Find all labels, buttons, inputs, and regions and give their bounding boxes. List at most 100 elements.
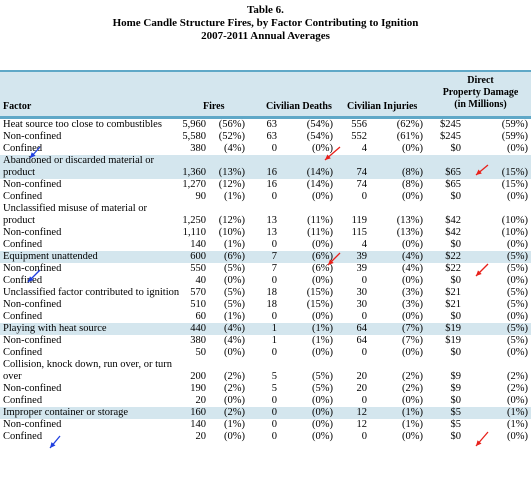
cell-dmg: $22 <box>445 263 461 274</box>
cell-dmg-pct: (5%) <box>507 251 528 262</box>
table-row: Non-confined 140 (1%) 0 (0%) 12 (1%) $5 (1%) <box>0 419 531 431</box>
cell-inj: 20 <box>356 371 368 382</box>
cell-inj: 0 <box>361 431 367 442</box>
cell-deaths-pct: (1%) <box>312 335 333 346</box>
cell-inj-pct: (4%) <box>402 251 423 262</box>
cell-dmg-pct: (10%) <box>501 215 528 226</box>
cell-dmg-pct: (5%) <box>507 323 528 334</box>
table-row: Playing with heat source 440 (4%) 1 (1%) 64 (7… <box>0 323 531 335</box>
factor-label: Non-confined <box>3 335 62 346</box>
cell-inj-pct: (2%) <box>402 383 423 394</box>
table-row: Non-confined 510 (5%) 18 (15%) 30 (3%) $21 (5%) <box>0 299 531 311</box>
cell-inj-pct: (0%) <box>402 395 423 406</box>
cell-fires-pct: (12%) <box>218 215 245 226</box>
cell-dmg-pct: (0%) <box>507 275 528 286</box>
cell-deaths-pct: (0%) <box>312 239 333 250</box>
cell-fires: 440 <box>190 323 206 334</box>
factor-label: Confined <box>3 431 43 442</box>
cell-inj: 74 <box>356 167 368 178</box>
cell-inj-pct: (3%) <box>402 299 423 310</box>
cell-fires: 570 <box>190 287 206 298</box>
cell-deaths: 1 <box>271 335 277 346</box>
cell-fires: 90 <box>195 191 207 202</box>
factor-label: Confined <box>3 275 43 286</box>
cell-dmg-pct: (5%) <box>507 335 528 346</box>
cell-dmg: $5 <box>450 419 462 430</box>
cell-inj: 74 <box>356 179 368 190</box>
cell-fires-pct: (4%) <box>224 335 245 346</box>
cell-deaths: 13 <box>266 215 278 226</box>
table-row: Abandoned or discarded material or produ… <box>0 155 531 179</box>
cell-dmg: $21 <box>445 287 461 298</box>
cell-dmg: $245 <box>440 119 461 130</box>
cell-fires-pct: (0%) <box>224 431 245 442</box>
cell-fires-pct: (5%) <box>224 299 245 310</box>
cell-inj-pct: (3%) <box>402 287 423 298</box>
table-number: Table 6. <box>247 4 284 16</box>
cell-dmg: $9 <box>450 383 462 394</box>
factor-label: Playing with heat source <box>3 323 107 334</box>
cell-inj: 4 <box>361 239 367 250</box>
cell-inj-pct: (13%) <box>396 215 423 226</box>
cell-inj-pct: (2%) <box>402 371 423 382</box>
cell-fires-pct: (5%) <box>224 287 245 298</box>
cell-deaths-pct: (0%) <box>312 143 333 154</box>
table-row: Unclassified factor contributed to ignit… <box>0 287 531 299</box>
cell-fires-pct: (2%) <box>224 383 245 394</box>
cell-fires-pct: (0%) <box>224 347 245 358</box>
cell-deaths: 0 <box>271 419 277 430</box>
cell-fires-pct: (2%) <box>224 371 245 382</box>
cell-dmg: $0 <box>450 347 462 358</box>
cell-fires-pct: (4%) <box>224 323 245 334</box>
cell-fires: 20 <box>195 431 207 442</box>
table-body: Heat source too close to combustibles 5,9… <box>0 118 531 443</box>
cell-deaths-pct: (0%) <box>312 191 333 202</box>
cell-deaths-pct: (0%) <box>312 275 333 286</box>
cell-inj: 0 <box>361 311 367 322</box>
cell-fires-pct: (52%) <box>218 131 245 142</box>
factor-label: Unclassified factor contributed to ignit… <box>3 287 180 298</box>
cell-inj: 119 <box>351 215 367 226</box>
factor-label: Confined <box>3 143 43 154</box>
cell-fires: 550 <box>190 263 206 274</box>
cell-deaths: 0 <box>271 239 277 250</box>
cell-inj: 20 <box>356 383 368 394</box>
cell-inj: 12 <box>356 407 368 418</box>
cell-deaths-pct: (0%) <box>312 419 333 430</box>
table-title: Home Candle Structure Fires, by Factor C… <box>112 17 419 29</box>
cell-deaths: 13 <box>266 227 278 238</box>
table-row: Confined 20 (0%) 0 (0%) 0 (0%) $0 (0%) <box>0 395 531 407</box>
factor-label: Abandoned or discarded material or produ… <box>3 155 155 178</box>
header-damage-line1: Direct <box>467 75 494 86</box>
cell-deaths-pct: (0%) <box>312 347 333 358</box>
table-row: Collision, knock down, run over, or turn… <box>0 359 531 383</box>
cell-deaths-pct: (0%) <box>312 431 333 442</box>
cell-dmg-pct: (0%) <box>507 143 528 154</box>
header-property-damage: Direct Property Damage (in Millions) <box>430 75 531 111</box>
cell-dmg-pct: (10%) <box>501 227 528 238</box>
cell-dmg: $19 <box>445 335 461 346</box>
cell-deaths: 1 <box>271 323 277 334</box>
cell-fires-pct: (1%) <box>224 311 245 322</box>
cell-fires: 50 <box>195 347 207 358</box>
cell-dmg-pct: (15%) <box>501 179 528 190</box>
table-row: Non-confined 1,270 (12%) 16 (14%) 74 (8%) $65 (1… <box>0 179 531 191</box>
cell-dmg: $0 <box>450 395 462 406</box>
cell-dmg-pct: (59%) <box>501 131 528 142</box>
cell-dmg: $0 <box>450 431 462 442</box>
cell-inj: 0 <box>361 347 367 358</box>
cell-fires-pct: (10%) <box>218 227 245 238</box>
cell-dmg: $9 <box>450 371 462 382</box>
factor-label: Unclassified misuse of material or produ… <box>3 203 148 226</box>
data-table: Factor Fires Civilian Deaths Civilian In… <box>0 70 531 443</box>
cell-inj: 556 <box>351 119 367 130</box>
cell-dmg-pct: (0%) <box>507 395 528 406</box>
cell-inj-pct: (8%) <box>402 167 423 178</box>
cell-inj: 4 <box>361 143 367 154</box>
cell-fires: 190 <box>190 383 206 394</box>
cell-inj-pct: (7%) <box>402 335 423 346</box>
factor-label: Heat source too close to combustibles <box>3 119 162 130</box>
cell-inj-pct: (0%) <box>402 191 423 202</box>
factor-label: Confined <box>3 311 43 322</box>
cell-deaths: 7 <box>271 263 277 274</box>
